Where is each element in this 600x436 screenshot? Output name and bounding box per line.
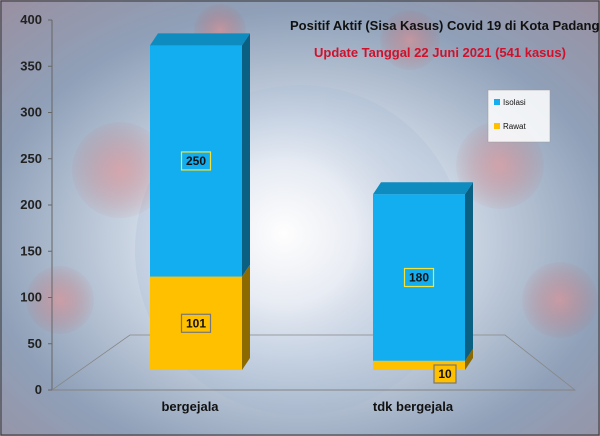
x-axis-labels: bergejala tdk bergejala (161, 399, 453, 414)
data-label-box (180, 151, 212, 171)
y-tick-label: 250 (20, 151, 42, 166)
data-labels: 101 250 10 180 (180, 151, 457, 384)
legend-swatch (494, 123, 500, 129)
data-label-box (433, 364, 457, 384)
data-label-text: 180 (409, 271, 429, 285)
y-tick-label: 350 (20, 58, 42, 73)
bar-side (242, 33, 250, 277)
legend-label: Rawat (503, 122, 526, 131)
chart-title: Positif Aktif (Sisa Kasus) Covid 19 di K… (290, 18, 599, 33)
data-label-text: 101 (186, 316, 206, 330)
data-label: 250 (180, 151, 212, 171)
bar-top (150, 33, 250, 46)
bar-side (242, 264, 250, 370)
y-tick-label: 100 (20, 290, 42, 305)
bar-side (465, 348, 473, 370)
y-tick-label: 300 (20, 105, 42, 120)
data-label: 101 (180, 313, 212, 333)
virus-image (26, 266, 94, 334)
legend: Isolasi Rawat (487, 89, 551, 143)
legend-box (487, 89, 551, 143)
y-tick-label: 400 (20, 12, 42, 27)
bar-top (373, 182, 473, 195)
legend-label: Isolasi (503, 98, 526, 107)
y-tick-label: 50 (28, 336, 42, 351)
chart-subtitle: Update Tanggal 22 Juni 2021 (541 kasus) (314, 45, 566, 60)
data-label-text: 250 (186, 154, 206, 168)
virus-image (522, 262, 598, 338)
y-tick-label: 150 (20, 243, 42, 258)
virus-image (380, 10, 440, 70)
y-tick-label: 200 (20, 197, 42, 212)
data-label-box (403, 267, 435, 288)
y-tick-label: 0 (35, 382, 42, 397)
legend-swatch (494, 99, 500, 105)
data-label-text: 10 (438, 367, 452, 381)
floor-plane (50, 334, 577, 391)
y-axis-ticks: 0 50 100 150 200 250 300 350 400 (20, 12, 52, 397)
virus-image (456, 121, 544, 209)
bar (373, 360, 465, 370)
data-label: 180 (403, 267, 435, 288)
x-tick-label: bergejala (161, 399, 219, 414)
bar-side (465, 182, 473, 361)
data-label-box (180, 313, 212, 333)
data-label: 10 (433, 364, 457, 384)
x-tick-label: tdk bergejala (373, 399, 454, 414)
virus-image (72, 122, 168, 218)
